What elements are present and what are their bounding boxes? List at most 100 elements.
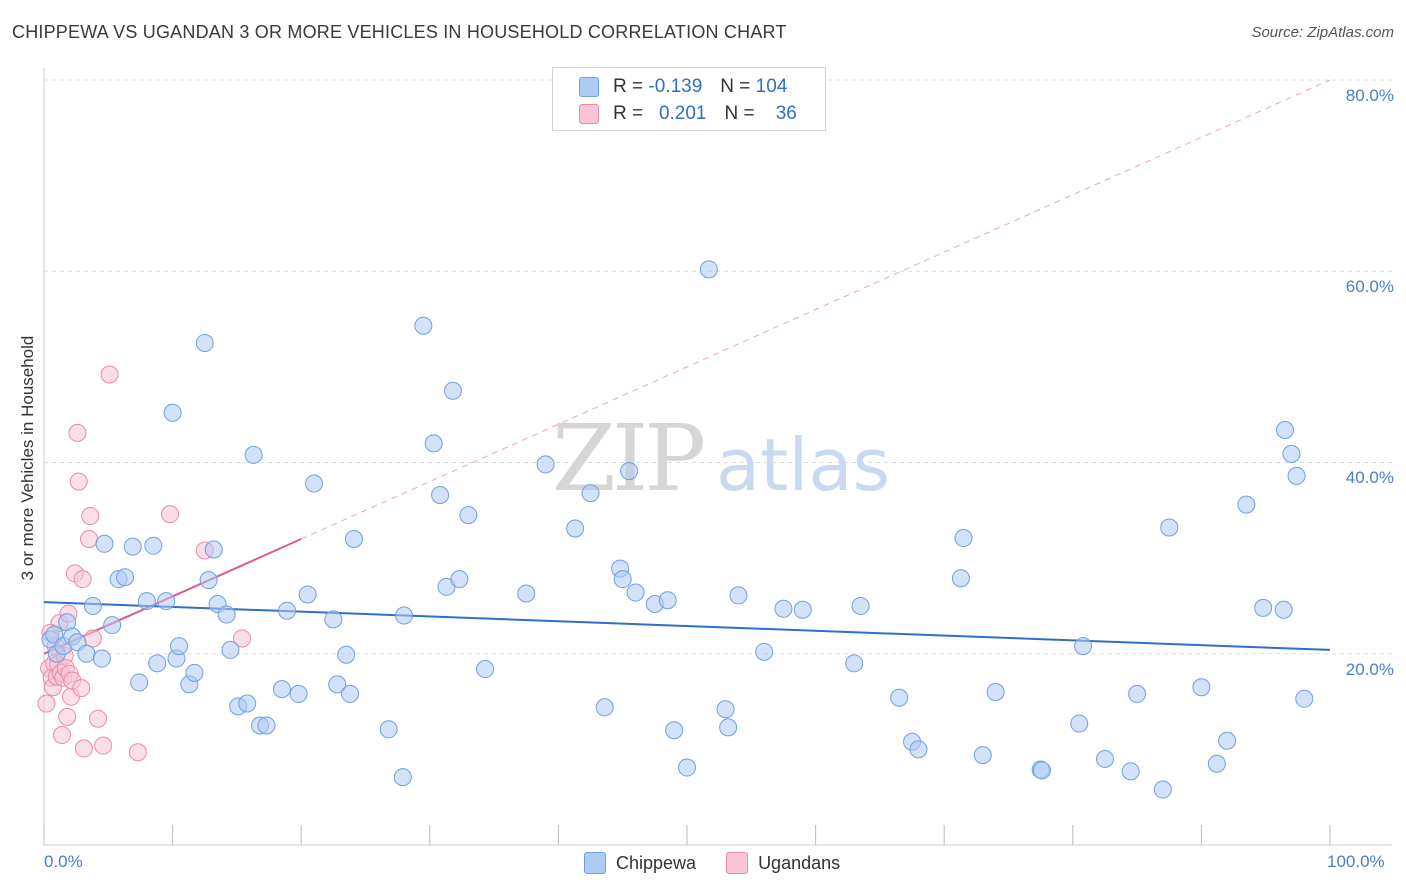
- chippewa-point: [1282, 444, 1301, 463]
- chippewa-point: [393, 768, 412, 787]
- chippewa-swatch-icon: [579, 77, 599, 97]
- chippewa-point: [755, 642, 774, 661]
- chippewa-point: [185, 663, 204, 682]
- chippewa-point: [116, 568, 135, 587]
- series-legend: Chippewa Ugandans: [584, 852, 870, 874]
- ugandans-legend-icon: [726, 852, 749, 874]
- chippewa-point: [130, 673, 149, 692]
- chippewa-point: [613, 570, 632, 589]
- chippewa-point: [414, 316, 433, 335]
- watermark: ZIP atlas: [552, 405, 890, 512]
- chippewa-point: [199, 571, 218, 590]
- chippewa-point: [443, 381, 462, 400]
- chippewa-point: [581, 484, 600, 503]
- ugandans-point: [73, 570, 92, 589]
- chippewa-point: [595, 698, 614, 717]
- chippewa-point: [1275, 420, 1294, 439]
- ugandans-point: [161, 505, 180, 524]
- source-label: Source: ZipAtlas.com: [1251, 24, 1394, 41]
- ugandans-point: [94, 736, 113, 755]
- chippewa-point: [431, 486, 450, 505]
- legend-n-label: N =: [720, 76, 751, 97]
- ugandans-point: [68, 423, 87, 442]
- chippewa-point: [289, 684, 308, 703]
- chippewa-point: [1287, 466, 1306, 485]
- x-tick-label-min: 0.0%: [44, 852, 83, 871]
- chippewa-point: [658, 591, 677, 610]
- chippewa-point: [1160, 518, 1179, 537]
- chippewa-point: [450, 570, 469, 589]
- chippewa-point: [379, 720, 398, 739]
- chippewa-point: [92, 649, 111, 668]
- chippewa-point: [238, 694, 257, 713]
- chippewa-point: [1074, 637, 1093, 656]
- chippewa-point: [221, 640, 240, 659]
- ugandans-point: [58, 707, 77, 726]
- chippewa-point: [909, 740, 928, 759]
- ugandans-point: [53, 726, 72, 745]
- chippewa-point: [665, 721, 684, 740]
- chippewa-point: [170, 637, 189, 656]
- series-name: Ugandans: [758, 852, 841, 873]
- chippewa-point: [699, 260, 718, 279]
- chippewa-point: [324, 610, 343, 629]
- legend-n-value: 104: [755, 76, 788, 97]
- chippewa-point: [77, 644, 96, 663]
- x-tick-label-max: 100.0%: [1327, 852, 1385, 871]
- legend-n-label: N =: [724, 103, 755, 124]
- chippewa-point: [1070, 714, 1089, 733]
- legend-row-chippewa: R = -0.139 N = 104: [579, 75, 787, 99]
- chippewa-point: [328, 675, 347, 694]
- chippewa-point: [257, 716, 276, 735]
- chippewa-point: [1153, 780, 1172, 799]
- chippewa-legend-icon: [584, 852, 606, 874]
- ugandans-point: [37, 694, 56, 713]
- ugandans-point: [72, 679, 91, 698]
- chippewa-point: [341, 684, 360, 703]
- ugandans-point: [69, 472, 88, 491]
- chippewa-point: [890, 688, 909, 707]
- y-tick-label-80: 80.0%: [1345, 86, 1394, 105]
- chippewa-point: [566, 519, 585, 538]
- series-legend-ugandans: Ugandans: [726, 852, 840, 874]
- chippewa-point: [1237, 495, 1256, 514]
- chippewa-trend-line: [43, 601, 1331, 651]
- chippewa-point: [620, 462, 639, 481]
- legend-r-label: R =: [613, 76, 644, 97]
- chippewa-point: [729, 586, 748, 605]
- chippewa-point: [204, 540, 223, 559]
- chippewa-point: [123, 537, 142, 556]
- legend-r-label: R =: [613, 103, 644, 124]
- chippewa-point: [459, 506, 478, 525]
- chippewa-point: [103, 616, 122, 635]
- chippewa-point: [845, 654, 864, 673]
- chippewa-point: [244, 445, 263, 464]
- ugandans-point: [83, 629, 102, 648]
- ugandans-swatch-icon: [579, 104, 599, 124]
- ugandans-point: [128, 743, 147, 762]
- chippewa-point: [1095, 749, 1114, 768]
- chippewa-point: [424, 434, 443, 453]
- correlation-legend: R = -0.139 N = 104 R = 0.201 N = 36: [552, 67, 826, 131]
- chart-title: CHIPPEWA VS UGANDAN 3 OR MORE VEHICLES I…: [12, 22, 787, 42]
- chippewa-point: [951, 569, 970, 588]
- chippewa-point: [1128, 684, 1147, 703]
- watermark-atlas: atlas: [716, 423, 890, 507]
- chippewa-point: [144, 536, 163, 555]
- y-tick-label-60: 60.0%: [1345, 277, 1394, 296]
- chippewa-point: [137, 592, 156, 611]
- chippewa-point: [1032, 761, 1051, 780]
- chippewa-point: [973, 746, 992, 765]
- chippewa-point: [476, 660, 495, 679]
- legend-r-value: -0.139: [648, 76, 703, 97]
- y-axis-label: 3 or more Vehicles in Household: [18, 335, 37, 581]
- chippewa-point: [954, 529, 973, 548]
- chippewa-point: [305, 474, 324, 493]
- series-name: Chippewa: [616, 852, 697, 873]
- chippewa-point: [1207, 754, 1226, 773]
- chippewa-point: [626, 583, 645, 602]
- axes: [43, 68, 1392, 846]
- chippewa-point: [793, 600, 812, 619]
- chippewa-point: [278, 601, 297, 620]
